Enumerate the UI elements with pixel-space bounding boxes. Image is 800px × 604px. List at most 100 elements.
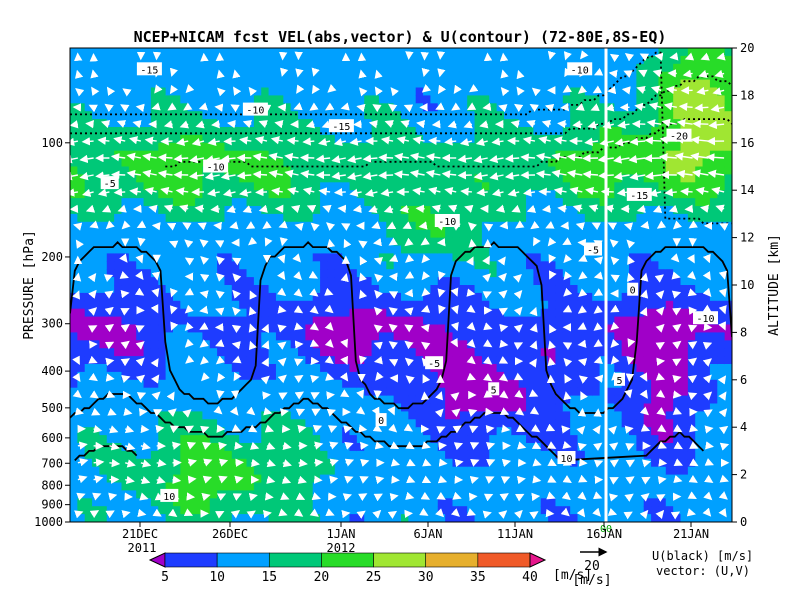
field-cell [114, 379, 123, 389]
field-cell [253, 371, 262, 381]
field-cell [518, 111, 527, 120]
field-cell [290, 356, 299, 365]
field-cell [128, 237, 137, 247]
field-cell [599, 340, 608, 349]
field-cell [452, 285, 461, 294]
field-cell [518, 87, 527, 96]
field-cell [143, 150, 152, 160]
field-cell [106, 95, 115, 104]
field-cell [261, 190, 270, 199]
field-cell [268, 174, 277, 183]
field-cell [401, 474, 409, 484]
field-cell [356, 506, 365, 515]
field-cell [239, 182, 248, 191]
field-cell [224, 506, 233, 515]
field-cell [673, 435, 682, 444]
field-cell [629, 332, 637, 341]
field-cell [445, 245, 454, 254]
field-cell [158, 103, 167, 112]
field-cell [386, 482, 395, 491]
field-cell [268, 364, 277, 373]
field-cell [99, 474, 108, 484]
field-cell [614, 119, 623, 128]
field-cell [673, 63, 682, 73]
field-cell [401, 371, 409, 381]
field-cell [224, 87, 233, 96]
field-cell [577, 277, 586, 286]
field-cell [658, 308, 667, 318]
field-cell [680, 158, 689, 168]
field-cell [606, 332, 615, 341]
field-cell [430, 213, 439, 223]
field-cell [202, 316, 211, 326]
field-cell [430, 269, 439, 278]
field-cell [187, 292, 196, 302]
field-cell [143, 419, 152, 428]
field-cell [275, 261, 284, 270]
field-cell [209, 150, 218, 160]
field-cell [533, 245, 542, 254]
field-cell [143, 206, 152, 215]
field-cell [437, 158, 446, 168]
field-cell [577, 506, 586, 515]
field-cell [92, 506, 101, 515]
field-cell [496, 364, 505, 373]
field-cell [606, 482, 615, 491]
field-cell [474, 213, 483, 223]
field-cell [570, 87, 579, 96]
field-cell [378, 450, 387, 460]
field-cell [231, 103, 240, 112]
field-cell [592, 514, 601, 522]
field-cell [481, 158, 490, 168]
field-cell [342, 364, 351, 373]
field-cell [467, 166, 476, 175]
field-cell [371, 332, 380, 341]
field-cell [386, 87, 395, 96]
field-cell [70, 387, 78, 397]
field-cell [312, 142, 321, 152]
field-cell [643, 435, 652, 444]
field-cell [621, 206, 630, 215]
field-cell [187, 300, 196, 310]
field-cell [614, 348, 623, 357]
field-cell [342, 245, 351, 254]
field-cell [665, 498, 674, 507]
field-cell [77, 340, 86, 349]
field-cell [172, 300, 181, 310]
field-cell [253, 300, 262, 310]
field-cell [239, 55, 248, 65]
field-cell [121, 127, 130, 136]
field-cell [614, 48, 623, 57]
field-cell [106, 332, 115, 341]
field-cell [570, 490, 579, 499]
field-cell [356, 387, 365, 397]
field-cell [658, 395, 667, 405]
field-cell [665, 490, 674, 499]
field-cell [253, 261, 262, 270]
field-cell [651, 79, 660, 89]
field-cell [474, 324, 483, 333]
field-cell [437, 403, 446, 412]
field-cell [474, 285, 483, 294]
field-cell [548, 261, 557, 270]
field-cell [349, 103, 358, 112]
field-cell [496, 474, 505, 484]
field-cell [378, 253, 387, 262]
field-cell [437, 506, 446, 515]
field-cell [180, 150, 189, 160]
field-cell [555, 364, 564, 373]
field-cell [445, 261, 454, 270]
field-cell [84, 490, 93, 499]
field-cell [283, 127, 292, 136]
field-cell [305, 332, 314, 341]
field-cell [430, 482, 439, 491]
field-cell [629, 411, 637, 420]
field-cell [70, 332, 78, 341]
field-cell [172, 111, 181, 120]
field-cell [614, 395, 623, 405]
field-cell [562, 285, 571, 294]
field-cell [474, 253, 483, 262]
field-cell [606, 364, 615, 373]
field-cell [445, 285, 454, 294]
field-cell [283, 150, 292, 160]
